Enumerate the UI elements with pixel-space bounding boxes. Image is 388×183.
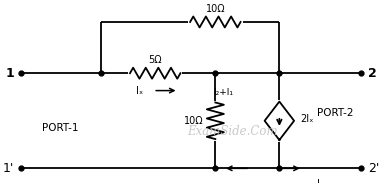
Text: 2': 2' bbox=[368, 162, 379, 175]
Text: PORT-2: PORT-2 bbox=[317, 109, 354, 118]
Text: ExamSide.Com: ExamSide.Com bbox=[187, 125, 278, 138]
Text: 1': 1' bbox=[3, 162, 14, 175]
Text: 2: 2 bbox=[368, 67, 377, 80]
Text: 1: 1 bbox=[5, 67, 14, 80]
Text: I₂+I₁: I₂+I₁ bbox=[213, 88, 234, 97]
Text: PORT-1: PORT-1 bbox=[42, 123, 78, 133]
Text: Iₓ: Iₓ bbox=[136, 87, 143, 96]
Text: I₂: I₂ bbox=[317, 179, 324, 183]
Text: 2Iₓ: 2Iₓ bbox=[300, 114, 314, 124]
Text: 10Ω: 10Ω bbox=[206, 4, 225, 14]
Text: 5Ω: 5Ω bbox=[148, 55, 162, 65]
Text: 10Ω: 10Ω bbox=[184, 116, 204, 126]
